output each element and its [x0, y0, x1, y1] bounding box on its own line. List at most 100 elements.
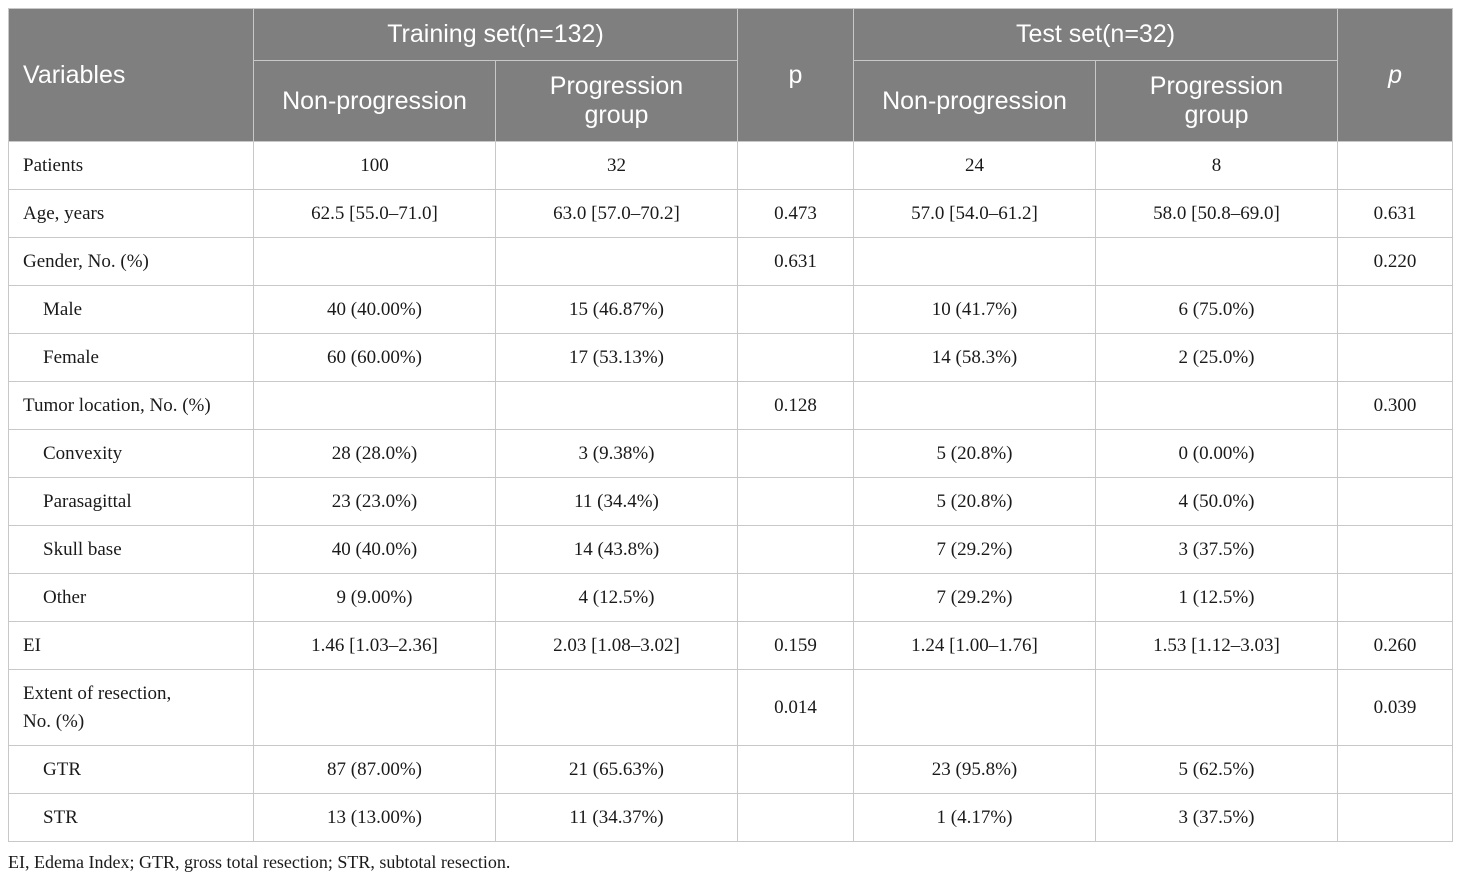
training-progression-cell: 14 (43.8%) — [495, 525, 738, 574]
test-progression-cell: 58.0 [50.8–69.0] — [1094, 189, 1339, 238]
table-footnote: EI, Edema Index; GTR, gross total resect… — [8, 852, 511, 872]
table-row: Extent of resection, No. (%) 0.014 0.039 — [8, 669, 1454, 746]
test-non-progression-cell: 1 (4.17%) — [853, 793, 1096, 842]
test-progression-header: Progression group — [1094, 60, 1339, 142]
variable-label: Age, years — [8, 189, 254, 238]
test-progression-cell: 2 (25.0%) — [1094, 333, 1339, 382]
variable-label: Parasagittal — [8, 477, 254, 526]
training-p-value-cell — [737, 141, 854, 190]
training-p-value-cell — [737, 573, 854, 622]
training-progression-cell: 3 (9.38%) — [495, 429, 738, 478]
training-non-progression-cell — [253, 381, 496, 430]
test-non-progression-cell: 1.24 [1.00–1.76] — [853, 621, 1096, 670]
training-progression-header: Progression group — [495, 60, 738, 142]
test-p-value-cell: 0.300 — [1337, 381, 1454, 430]
test-progression-cell: 6 (75.0%) — [1094, 285, 1339, 334]
p-test-header: p — [1337, 8, 1454, 142]
test-non-progression-cell: 5 (20.8%) — [853, 429, 1096, 478]
training-progression-cell: 32 — [495, 141, 738, 190]
training-p-value-cell — [737, 793, 854, 842]
test-progression-cell: 3 (37.5%) — [1094, 793, 1339, 842]
training-non-progression-cell: 40 (40.00%) — [253, 285, 496, 334]
training-progression-cell: 11 (34.37%) — [495, 793, 738, 842]
variables-header: Variables — [8, 8, 254, 142]
table-row: Gender, No. (%) 0.631 0.220 — [8, 237, 1454, 286]
test-non-progression-header: Non-progression — [853, 60, 1096, 142]
variable-label: Female — [8, 333, 254, 382]
test-p-value-cell: 0.631 — [1337, 189, 1454, 238]
training-non-progression-cell: 28 (28.0%) — [253, 429, 496, 478]
variable-label: Tumor location, No. (%) — [8, 381, 254, 430]
training-non-progression-cell: 9 (9.00%) — [253, 573, 496, 622]
table-row: Female 60 (60.00%) 17 (53.13%) 14 (58.3%) 2 … — [8, 333, 1454, 382]
training-progression-cell: 21 (65.63%) — [495, 745, 738, 794]
training-non-progression-header: Non-progression — [253, 60, 496, 142]
test-progression-cell: 5 (62.5%) — [1094, 745, 1339, 794]
training-p-value-cell — [737, 285, 854, 334]
training-progression-cell: 63.0 [57.0–70.2] — [495, 189, 738, 238]
training-progression-cell: 15 (46.87%) — [495, 285, 738, 334]
test-progression-cell: 1 (12.5%) — [1094, 573, 1339, 622]
test-progression-cell — [1094, 669, 1339, 746]
test-p-value-cell: 0.220 — [1337, 237, 1454, 286]
variable-label: Patients — [8, 141, 254, 190]
variable-label: EI — [8, 621, 254, 670]
training-progression-cell — [495, 381, 738, 430]
variable-label: Other — [8, 573, 254, 622]
training-p-value-cell: 0.128 — [737, 381, 854, 430]
training-progression-cell — [495, 237, 738, 286]
variable-label: Convexity — [8, 429, 254, 478]
test-p-value-cell — [1337, 429, 1454, 478]
test-progression-cell: 0 (0.00%) — [1094, 429, 1339, 478]
results-table: Variables Training set(n=132) p Test set… — [8, 8, 1454, 842]
training-non-progression-cell — [253, 237, 496, 286]
training-non-progression-cell — [253, 669, 496, 746]
test-p-value-cell: 0.260 — [1337, 621, 1454, 670]
table-row: Age, years 62.5 [55.0–71.0] 63.0 [57.0–70.… — [8, 189, 1454, 238]
test-non-progression-cell: 7 (29.2%) — [853, 525, 1096, 574]
variable-label: Gender, No. (%) — [8, 237, 254, 286]
table-row: EI 1.46 [1.03–2.36] 2.03 [1.08–3.02] 0.159 1… — [8, 621, 1454, 670]
test-progression-cell: 4 (50.0%) — [1094, 477, 1339, 526]
test-progression-cell — [1094, 237, 1339, 286]
table-row: Male 40 (40.00%) 15 (46.87%) 10 (41.7%) 6 (7… — [8, 285, 1454, 334]
test-non-progression-cell: 57.0 [54.0–61.2] — [853, 189, 1096, 238]
training-progression-cell: 17 (53.13%) — [495, 333, 738, 382]
training-non-progression-cell: 40 (40.0%) — [253, 525, 496, 574]
test-progression-cell: 1.53 [1.12–3.03] — [1094, 621, 1339, 670]
test-non-progression-cell: 23 (95.8%) — [853, 745, 1096, 794]
table-row: STR 13 (13.00%) 11 (34.37%) 1 (4.17%) 3 (37.… — [8, 793, 1454, 842]
training-non-progression-cell: 13 (13.00%) — [253, 793, 496, 842]
test-p-value-cell — [1337, 285, 1454, 334]
training-p-value-cell — [737, 525, 854, 574]
training-p-value-cell — [737, 745, 854, 794]
variable-label: Male — [8, 285, 254, 334]
training-p-value-cell — [737, 477, 854, 526]
table-row: GTR 87 (87.00%) 21 (65.63%) 23 (95.8%) 5 (62… — [8, 745, 1454, 794]
training-p-value-cell: 0.631 — [737, 237, 854, 286]
training-p-value-cell: 0.159 — [737, 621, 854, 670]
table-body: Patients 100 32 24 8 Age, years 62.5 [55.0–71.… — [8, 141, 1454, 842]
test-progression-cell: 8 — [1094, 141, 1339, 190]
test-p-value-cell — [1337, 333, 1454, 382]
test-p-value-cell — [1337, 525, 1454, 574]
test-non-progression-cell: 10 (41.7%) — [853, 285, 1096, 334]
test-non-progression-cell — [853, 381, 1096, 430]
training-p-value-cell — [737, 429, 854, 478]
table-row: Other 9 (9.00%) 4 (12.5%) 7 (29.2%) 1 (12.5%… — [8, 573, 1454, 622]
training-progression-cell: 4 (12.5%) — [495, 573, 738, 622]
training-non-progression-cell: 1.46 [1.03–2.36] — [253, 621, 496, 670]
table-row: Patients 100 32 24 8 — [8, 141, 1454, 190]
test-non-progression-cell: 7 (29.2%) — [853, 573, 1096, 622]
test-set-header: Test set(n=32) — [852, 8, 1339, 61]
training-non-progression-cell: 87 (87.00%) — [253, 745, 496, 794]
variable-label: GTR — [8, 745, 254, 794]
p-training-header: p — [737, 8, 854, 142]
training-p-value-cell: 0.473 — [737, 189, 854, 238]
variable-label: STR — [8, 793, 254, 842]
training-non-progression-cell: 60 (60.00%) — [253, 333, 496, 382]
training-progression-cell — [495, 669, 738, 746]
test-progression-cell: 3 (37.5%) — [1094, 525, 1339, 574]
variable-label: Skull base — [8, 525, 254, 574]
training-non-progression-cell: 62.5 [55.0–71.0] — [253, 189, 496, 238]
